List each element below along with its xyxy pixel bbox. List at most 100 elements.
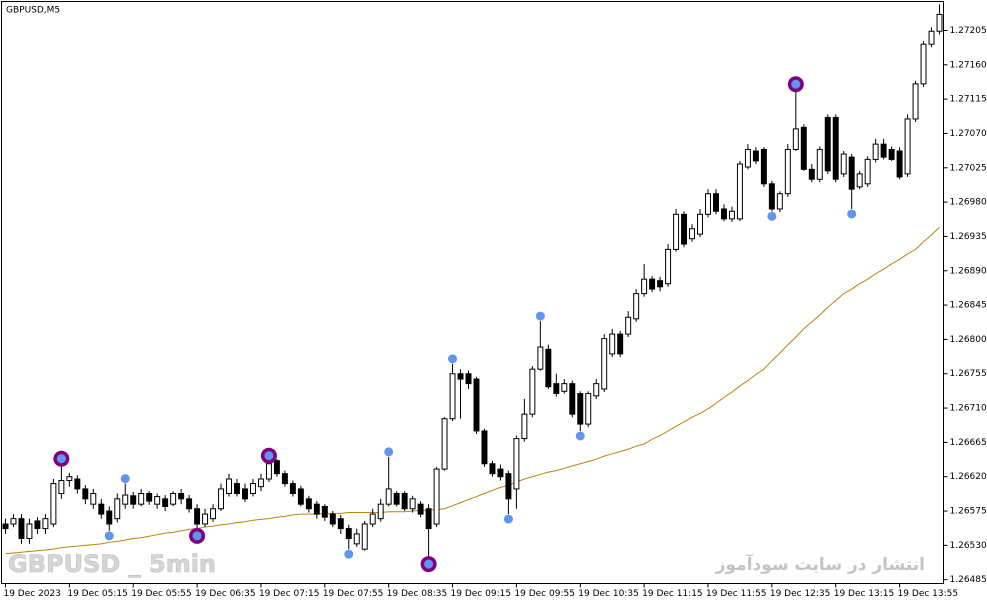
x-tick-label: 19 Dec 11:55	[706, 589, 767, 599]
y-tick-label: 1.27070	[950, 129, 987, 139]
candle-body	[393, 492, 400, 505]
x-tick-label: 19 Dec 13:15	[834, 589, 895, 599]
x-tick-label: 19 Dec 13:55	[898, 589, 959, 599]
candle-body	[888, 148, 895, 160]
candle-body	[912, 83, 919, 120]
candle-body	[481, 430, 488, 465]
candle-body	[832, 116, 839, 180]
candle-body	[641, 278, 648, 295]
candle-body	[601, 338, 608, 390]
signal-marker	[56, 454, 66, 464]
candle-body	[713, 193, 719, 212]
x-tick-label: 19 Dec 07:15	[259, 589, 320, 599]
y-tick-label: 1.26935	[950, 232, 987, 242]
candle-body	[457, 373, 464, 380]
candle-body	[337, 518, 344, 530]
candle-body	[545, 348, 552, 388]
candle-body	[257, 478, 264, 488]
candle-body	[489, 463, 496, 475]
candle-body	[10, 518, 17, 525]
candle-body	[273, 460, 280, 475]
candle-body	[170, 492, 177, 505]
candle-body	[848, 156, 855, 190]
candle-body	[50, 483, 57, 525]
y-tick-label: 1.27205	[950, 26, 987, 36]
candle-body	[864, 158, 871, 185]
y-tick-label: 1.26485	[950, 575, 987, 585]
signal-marker	[120, 474, 130, 484]
candle-body	[577, 393, 584, 425]
candle-body	[904, 118, 911, 175]
candle-body	[537, 346, 544, 370]
candle-body	[90, 492, 97, 505]
signal-marker	[791, 79, 801, 89]
y-tick-label: 1.26575	[950, 507, 987, 517]
signal-marker	[767, 211, 777, 221]
candle-body	[561, 383, 568, 392]
plot-frame	[1, 1, 944, 584]
signal-marker	[384, 447, 394, 457]
candle-body	[289, 483, 296, 494]
candle-body	[784, 148, 791, 195]
y-tick-label: 1.26710	[950, 404, 987, 414]
signal-marker	[192, 531, 202, 541]
candle-body	[816, 148, 823, 180]
candle-body	[465, 373, 472, 385]
candle-body	[880, 143, 887, 158]
candle-body	[226, 478, 232, 494]
candle-body	[361, 523, 368, 550]
candle-body	[824, 116, 831, 172]
y-tick-label: 1.26800	[950, 335, 987, 345]
candle-body	[433, 468, 440, 525]
signal-marker	[503, 514, 513, 524]
y-tick-label: 1.27160	[950, 60, 987, 70]
y-tick-label: 1.26890	[950, 266, 987, 276]
candle-body	[186, 498, 193, 510]
x-tick-label: 19 Dec 10:35	[578, 589, 639, 599]
y-tick-label: 1.26620	[950, 472, 987, 482]
x-tick-label: 19 Dec 12:35	[770, 589, 831, 599]
x-tick-label: 19 Dec 07:55	[323, 589, 384, 599]
watermark: انتشار در سایت سودآموز	[715, 553, 925, 575]
candle-body	[473, 378, 480, 432]
candle-body	[130, 495, 137, 505]
candle-body	[42, 518, 49, 530]
candle-body	[609, 333, 616, 355]
candle-body	[305, 498, 312, 510]
candle-body	[58, 480, 65, 494]
candle-body	[26, 523, 33, 539]
y-tick-label: 1.26530	[950, 541, 987, 551]
x-tick-label: 19 Dec 05:15	[67, 589, 128, 599]
candle-body	[505, 473, 512, 500]
signal-marker	[535, 311, 545, 321]
candle-body	[896, 150, 903, 178]
candle-body	[154, 496, 161, 505]
signal-marker	[264, 451, 274, 461]
candle-body	[529, 368, 536, 415]
candle-body	[553, 383, 560, 395]
candle-body	[593, 383, 600, 397]
candle-body	[521, 413, 528, 440]
candle-body	[202, 513, 209, 525]
x-tick-label: 19 Dec 08:35	[387, 589, 448, 599]
candle-body	[681, 213, 688, 245]
candle-body	[792, 128, 799, 150]
candle-body	[920, 43, 927, 85]
candle-body	[98, 503, 105, 515]
x-tick-label: 19 Dec 2023	[3, 589, 61, 599]
candle-body	[218, 488, 225, 510]
candle-body	[441, 418, 448, 470]
candle-body	[194, 508, 201, 525]
y-tick-label: 1.26665	[950, 438, 987, 448]
candle-body	[633, 293, 640, 320]
signal-marker	[448, 354, 458, 364]
x-tick-label: 19 Dec 09:15	[451, 589, 512, 599]
candle-body	[657, 280, 664, 288]
candle-body	[728, 210, 735, 220]
candle-body	[210, 508, 217, 520]
candle-body	[66, 476, 73, 482]
candle-body	[497, 468, 504, 478]
candle-body	[249, 483, 256, 494]
